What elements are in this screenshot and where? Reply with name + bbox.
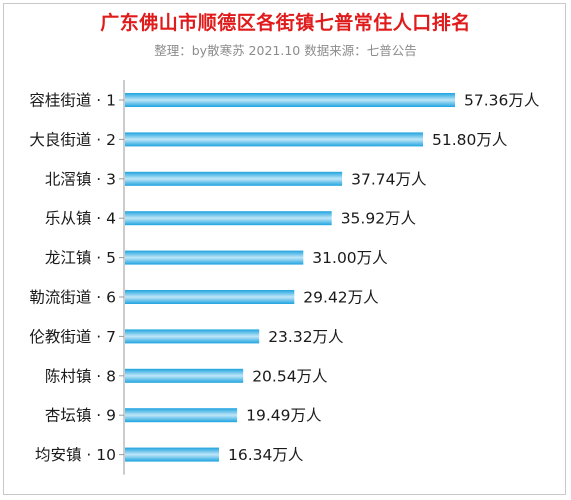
chart-subtitle: 整理：by散寒苏 2021.10 数据来源：七普公告 [154, 43, 417, 58]
bar [125, 250, 304, 265]
category-label: 容桂街道 · 1 [29, 92, 116, 110]
category-label: 大良街道 · 2 [29, 131, 116, 149]
bar [125, 408, 238, 423]
category-label: 陈村镇 · 8 [45, 367, 116, 385]
chart-title: 广东佛山市顺德区各街镇七普常住人口排名 [100, 12, 471, 34]
value-label: 35.92万人 [341, 210, 416, 228]
chart-frame [3, 3, 566, 495]
value-label: 20.54万人 [252, 367, 327, 385]
category-label: 伦教街道 · 7 [29, 328, 116, 346]
bar [125, 447, 219, 462]
category-label: 勒流街道 · 6 [29, 289, 116, 307]
value-label: 37.74万人 [351, 170, 426, 188]
value-label: 23.32万人 [268, 328, 343, 346]
bar [125, 211, 332, 226]
bar [125, 171, 343, 186]
value-label: 31.00万人 [312, 249, 387, 267]
bar [125, 132, 423, 147]
value-label: 51.80万人 [432, 131, 507, 149]
bar [125, 93, 455, 107]
category-label: 龙江镇 · 5 [45, 249, 116, 267]
category-label: 均安镇 · 10 [35, 446, 116, 464]
value-label: 19.49万人 [246, 407, 321, 425]
value-label: 57.36万人 [464, 92, 539, 110]
category-label: 杏坛镇 · 9 [45, 407, 116, 425]
bar [125, 290, 295, 304]
value-label: 29.42万人 [303, 289, 378, 307]
bar [125, 368, 244, 383]
category-label: 北滘镇 · 3 [45, 170, 116, 188]
value-label: 16.34万人 [228, 446, 303, 464]
bar [125, 329, 260, 344]
category-label: 乐从镇 · 4 [45, 210, 116, 228]
